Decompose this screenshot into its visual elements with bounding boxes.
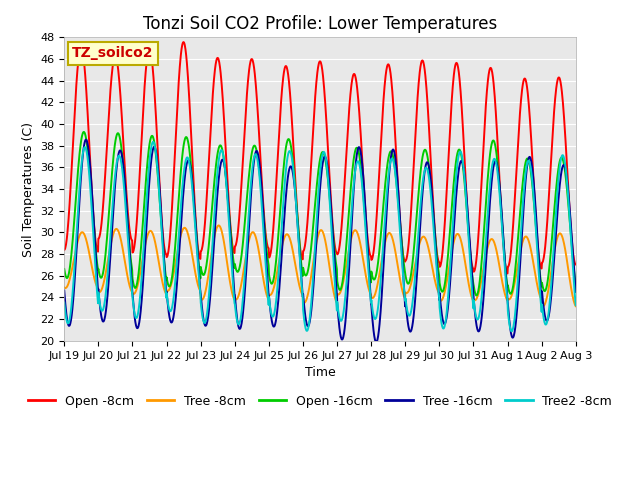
Line: Tree -16cm: Tree -16cm (64, 140, 576, 342)
Tree2 -8cm (162, 291, 170, 297)
Tree -16cm (400, 282, 408, 288)
Tree -8cm (399, 291, 407, 297)
Tree -8cm (572, 303, 580, 309)
Tree -8cm (511, 277, 519, 283)
Open -16cm (60, 266, 68, 272)
Open -8cm (179, 39, 187, 45)
Open -16cm (512, 263, 520, 268)
Tree -8cm (540, 303, 547, 309)
Tree2 -8cm (399, 277, 407, 283)
Tree -8cm (214, 223, 222, 228)
Open -8cm (467, 248, 474, 254)
Tree -8cm (174, 246, 182, 252)
Open -16cm (80, 129, 88, 135)
Tree -16cm (467, 252, 474, 257)
Tree2 -8cm (508, 328, 516, 334)
Tree -8cm (232, 297, 239, 302)
Line: Open -16cm: Open -16cm (64, 132, 576, 296)
Title: Tonzi Soil CO2 Profile: Lower Temperatures: Tonzi Soil CO2 Profile: Lower Temperatur… (143, 15, 497, 33)
Open -16cm (473, 293, 481, 299)
Text: TZ_soilco2: TZ_soilco2 (72, 47, 154, 60)
Tree -16cm (60, 288, 68, 293)
Tree2 -8cm (572, 302, 580, 308)
Tree -16cm (572, 289, 580, 295)
Tree2 -8cm (232, 308, 239, 314)
Line: Open -8cm: Open -8cm (64, 42, 576, 274)
Open -8cm (512, 180, 520, 186)
Tree -16cm (82, 137, 90, 143)
Open -16cm (232, 264, 239, 270)
Tree2 -8cm (467, 262, 474, 267)
Tree -16cm (175, 262, 182, 267)
Tree -16cm (232, 301, 239, 307)
Open -8cm (60, 247, 68, 252)
Tree2 -8cm (149, 139, 157, 145)
Tree -16cm (162, 287, 170, 292)
X-axis label: Time: Time (305, 366, 335, 379)
Tree2 -8cm (175, 238, 182, 244)
Open -16cm (467, 251, 474, 257)
Tree -8cm (162, 290, 170, 296)
Tree2 -8cm (60, 300, 68, 305)
Open -16cm (162, 274, 170, 280)
Line: Tree -8cm: Tree -8cm (64, 226, 576, 306)
Open -16cm (399, 257, 407, 263)
Tree -16cm (372, 339, 380, 345)
Tree -16cm (512, 321, 520, 327)
Open -8cm (162, 251, 170, 256)
Line: Tree2 -8cm: Tree2 -8cm (64, 142, 576, 331)
Tree2 -8cm (512, 305, 520, 311)
Open -8cm (504, 271, 511, 276)
Tree -8cm (467, 288, 474, 294)
Open -16cm (175, 201, 182, 206)
Y-axis label: Soil Temperatures (C): Soil Temperatures (C) (22, 121, 35, 257)
Open -8cm (232, 243, 239, 249)
Tree -8cm (60, 285, 68, 290)
Legend: Open -8cm, Tree -8cm, Open -16cm, Tree -16cm, Tree2 -8cm: Open -8cm, Tree -8cm, Open -16cm, Tree -… (23, 390, 617, 412)
Open -16cm (572, 281, 580, 287)
Open -8cm (399, 253, 407, 259)
Open -8cm (572, 262, 580, 267)
Open -8cm (174, 91, 182, 96)
